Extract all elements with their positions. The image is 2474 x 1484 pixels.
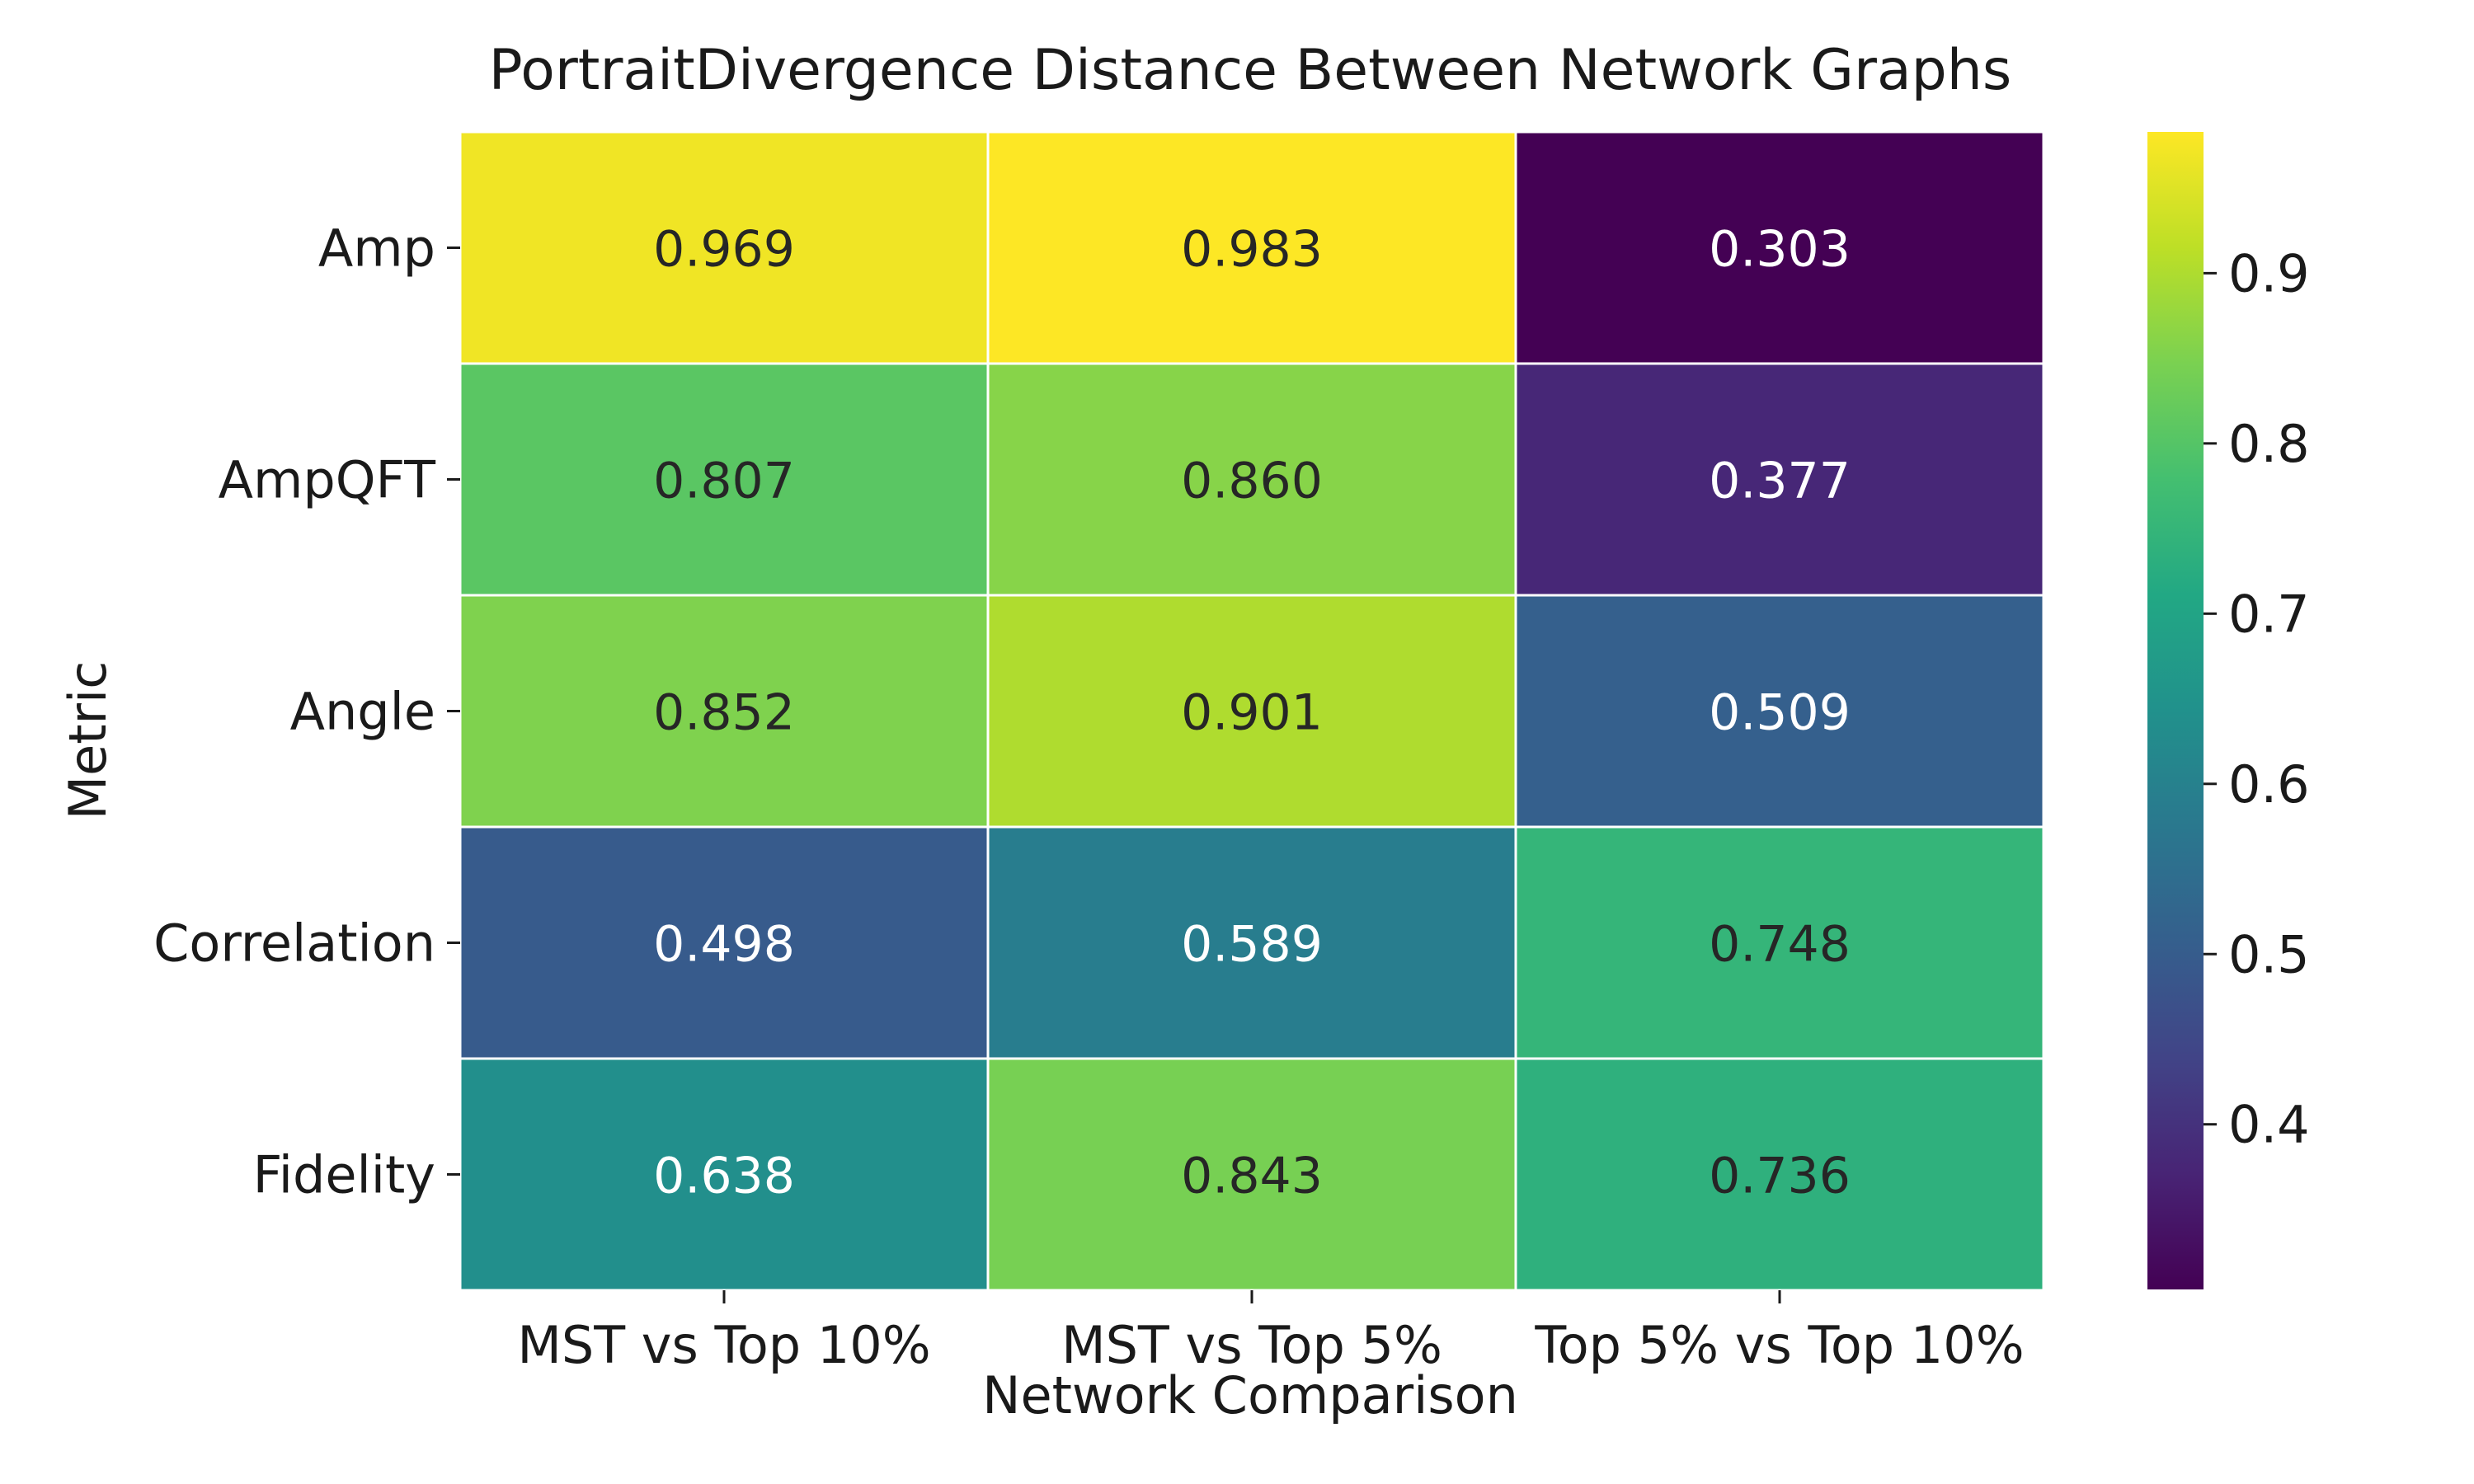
heatmap-cell (459, 362, 990, 597)
y-axis-label: Metric (58, 661, 118, 820)
cell-value-label: 0.638 (653, 1148, 795, 1205)
cell-value-label: 0.377 (1709, 453, 1851, 510)
y-tick-label: Fidelity (253, 1145, 435, 1205)
x-tick-label: MST vs Top 5% (1061, 1315, 1442, 1375)
chart-title: PortraitDivergence Distance Between Netw… (489, 38, 2012, 103)
cell-value-label: 0.860 (1181, 453, 1323, 510)
heatmap-cell (459, 1057, 990, 1292)
heatmap-cell (986, 594, 1517, 829)
y-tick-label: Angle (290, 682, 435, 742)
cell-value-label: 0.852 (653, 684, 795, 742)
cell-value-label: 0.748 (1709, 916, 1851, 974)
heatmap-cell (1514, 594, 2045, 829)
cell-value-label: 0.807 (653, 453, 795, 510)
cell-value-label: 0.498 (653, 916, 795, 974)
colorbar-tick-label: 0.7 (2228, 584, 2310, 644)
y-axis-ticks: Amp AmpQFT Angle Correlation Fidelity (153, 218, 460, 1205)
cell-value-label: 0.843 (1181, 1148, 1323, 1205)
heatmap-cell (459, 130, 990, 365)
cell-value-label: 0.509 (1709, 684, 1851, 742)
heatmap-cells (459, 130, 2045, 1292)
colorbar-tick-label: 0.8 (2228, 414, 2310, 474)
x-axis-ticks: MST vs Top 10% MST vs Top 5% Top 5% vs Top… (517, 1290, 2025, 1375)
heatmap-cell (986, 1057, 1517, 1292)
x-axis-label: Network Comparison (982, 1365, 1518, 1425)
y-tick-label: AmpQFT (219, 450, 437, 510)
cell-value-label: 0.303 (1709, 221, 1851, 279)
colorbar: 0.4 0.5 0.6 0.7 0.8 0.9 (2147, 132, 2310, 1289)
cell-value-label: 0.736 (1709, 1148, 1851, 1205)
y-tick-label: Correlation (153, 913, 435, 974)
heatmap-cell-labels: 0.969 0.983 0.303 0.807 0.860 0.377 0.852 0.901… (653, 221, 1851, 1205)
colorbar-tick-label: 0.6 (2228, 754, 2310, 815)
heatmap-cell (1514, 130, 2045, 365)
colorbar-gradient (2147, 132, 2204, 1289)
heatmap-cell (1514, 1057, 2045, 1292)
cell-value-label: 0.589 (1181, 916, 1323, 974)
cell-value-label: 0.901 (1181, 684, 1323, 742)
cell-value-label: 0.983 (1181, 221, 1323, 279)
x-tick-label: Top 5% vs Top 10% (1534, 1315, 2024, 1375)
colorbar-tick-label: 0.9 (2228, 243, 2310, 303)
heatmap-cell (459, 594, 990, 829)
colorbar-tick-label: 0.4 (2228, 1095, 2310, 1155)
cell-value-label: 0.969 (653, 221, 795, 279)
heatmap-cell (986, 130, 1517, 365)
heatmap-cell (1514, 825, 2045, 1060)
y-tick-label: Amp (318, 218, 435, 279)
colorbar-ticks: 0.4 0.5 0.6 0.7 0.8 0.9 (2204, 243, 2310, 1155)
x-tick-label: MST vs Top 10% (517, 1315, 930, 1375)
heatmap-cell (459, 825, 990, 1060)
colorbar-tick-label: 0.5 (2228, 924, 2310, 984)
